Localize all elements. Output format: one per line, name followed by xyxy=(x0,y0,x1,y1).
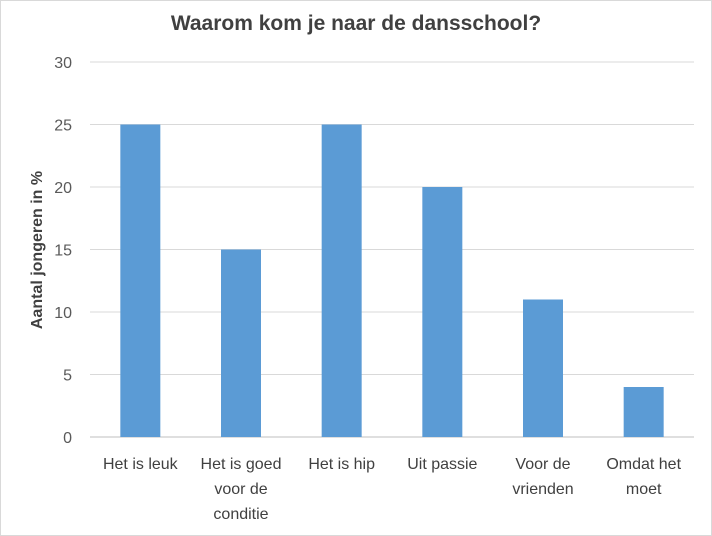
y-tick-label: 5 xyxy=(63,368,72,385)
x-tick-label: Het is goed voor de conditie xyxy=(201,456,282,523)
bars xyxy=(120,124,664,437)
bar xyxy=(623,387,664,437)
x-axis-labels: Het is leuk Het is goed voor de conditie Het… xyxy=(103,456,682,523)
chart-title: Waarom kom je naar de dansschool? xyxy=(170,12,542,35)
bar xyxy=(221,249,261,437)
y-axis-ticks: 0 5 10 15 20 25 30 xyxy=(54,55,72,447)
y-tick-label: 15 xyxy=(54,243,72,260)
y-tick-label: 25 xyxy=(54,118,72,135)
y-tick-label: 20 xyxy=(54,180,72,197)
y-axis-label: Aantal jongeren in % xyxy=(29,171,46,329)
x-tick-label: Uit passie xyxy=(407,456,477,473)
y-tick-label: 0 xyxy=(63,430,72,447)
y-tick-label: 30 xyxy=(54,55,72,72)
bar xyxy=(422,187,463,437)
x-tick-label: Het is leuk xyxy=(103,456,179,473)
x-tick-label: Het is hip xyxy=(308,456,375,473)
gridlines xyxy=(90,61,694,438)
x-tick-label: Voor de vrienden xyxy=(512,456,573,498)
bar xyxy=(120,124,161,437)
bar xyxy=(523,299,563,437)
x-tick-label: Omdat het moet xyxy=(606,456,681,498)
y-tick-label: 10 xyxy=(54,305,72,322)
bar xyxy=(321,124,362,437)
